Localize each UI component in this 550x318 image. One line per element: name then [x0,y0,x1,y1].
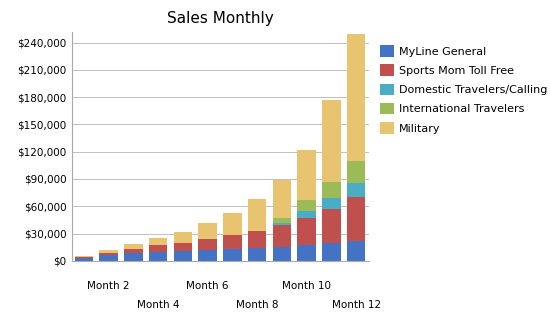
Bar [322,100,340,182]
Bar [322,182,340,198]
Bar [124,249,142,253]
Bar [174,251,192,261]
Bar [347,183,365,197]
Bar [248,199,266,231]
Text: Month 10: Month 10 [282,281,331,291]
Bar [174,243,192,251]
Bar [100,255,118,261]
Bar [75,256,93,257]
Bar [347,34,365,161]
Bar [322,209,340,244]
Bar [248,231,266,248]
Bar [199,239,217,250]
Bar [149,245,167,252]
Bar [124,245,142,249]
Bar [100,250,118,252]
Bar [273,180,291,218]
Bar [322,198,340,209]
Bar [100,252,118,255]
Bar [273,218,291,223]
Bar [223,249,241,261]
Bar [298,245,316,261]
Bar [75,258,93,261]
Bar [298,150,316,200]
Text: Month 8: Month 8 [236,300,278,310]
Bar [223,235,241,249]
Bar [223,213,241,235]
Legend: MyLine General, Sports Mom Toll Free, Domestic Travelers/Calling Card, Internati: MyLine General, Sports Mom Toll Free, Do… [377,42,550,137]
Title: Sales Monthly: Sales Monthly [167,11,273,26]
Text: Month 6: Month 6 [186,281,229,291]
Text: Month 12: Month 12 [332,300,381,310]
Bar [298,218,316,245]
Bar [298,200,316,211]
Bar [298,211,316,218]
Bar [124,253,142,261]
Bar [347,161,365,183]
Bar [174,232,192,243]
Bar [75,257,93,258]
Bar [199,250,217,261]
Bar [347,241,365,261]
Bar [199,223,217,239]
Bar [347,197,365,241]
Text: Month 2: Month 2 [87,281,130,291]
Bar [273,223,291,225]
Bar [322,244,340,261]
Text: Month 4: Month 4 [137,300,179,310]
Bar [149,252,167,261]
Bar [149,238,167,245]
Bar [248,248,266,261]
Bar [273,247,291,261]
Bar [273,225,291,247]
